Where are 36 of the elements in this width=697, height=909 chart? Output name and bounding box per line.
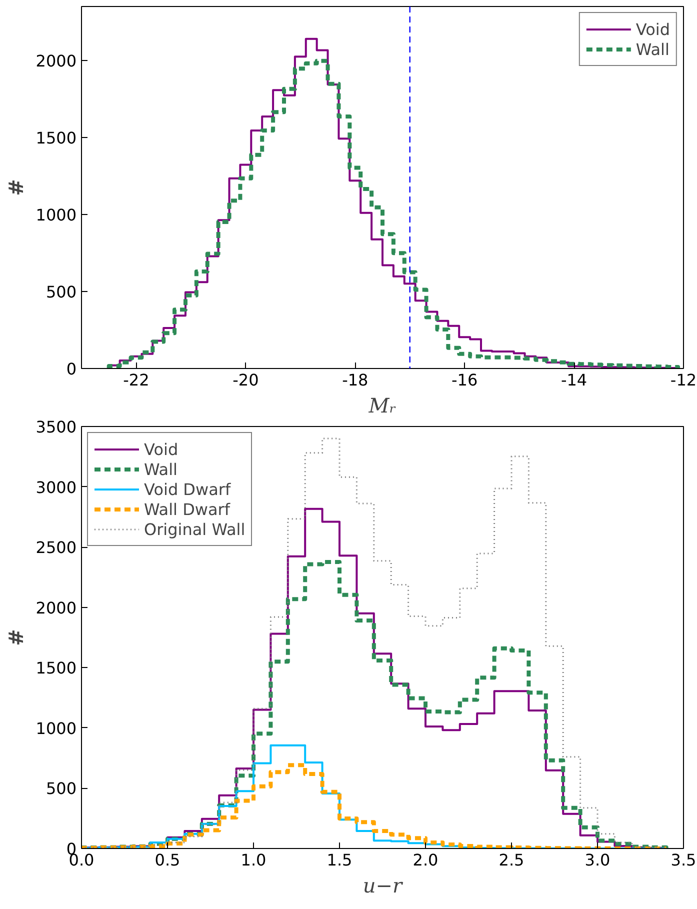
y-axis-title: # [4,179,28,196]
x-tick-label: -12 [670,370,697,390]
y-tick-label: 1500 [36,128,76,148]
x-tick-label: -16 [452,370,478,390]
y-tick-label: 0 [66,360,77,378]
x-tick-label: 2.0 [412,850,438,870]
x-tick-label: 1.5 [326,850,352,870]
x-tick-label: 2.5 [498,850,524,870]
legend-label: Wall [636,40,670,58]
y-axis-title: # [4,629,28,646]
y-tick-label: 2000 [36,51,76,70]
legend-label: Void Dwarf [144,480,231,498]
y-tick-label: 1500 [36,658,76,678]
legend-label: Original Wall [144,520,246,538]
y-tick-label: 3500 [36,418,76,436]
x-tick-label: 3.0 [584,850,610,870]
y-tick-label: 1000 [36,718,76,738]
x-tick-label: 3.5 [670,850,696,870]
y-tick-label: 2000 [36,598,76,618]
x-axis-title: u−r [362,874,404,898]
x-tick-label: -14 [560,370,588,390]
legend-label: Wall Dwarf [144,500,230,518]
x-tick-label: 0.5 [154,850,180,870]
x-axis-title: Mᵣ [368,394,396,418]
y-tick-label: 1000 [36,205,76,224]
legend-label: Void [144,440,178,458]
x-tick-label: 1.0 [240,850,266,870]
y-tick-label: 500 [46,779,77,798]
y-tick-label: 2500 [36,538,76,558]
x-tick-label: -18 [342,370,368,390]
legend-label: Void [636,20,670,38]
legend-label: Wall [144,460,178,478]
y-tick-label: 3000 [36,478,76,497]
x-tick-label: -20 [232,370,259,390]
x-tick-label: -22 [123,370,150,390]
y-tick-label: 500 [46,282,77,302]
